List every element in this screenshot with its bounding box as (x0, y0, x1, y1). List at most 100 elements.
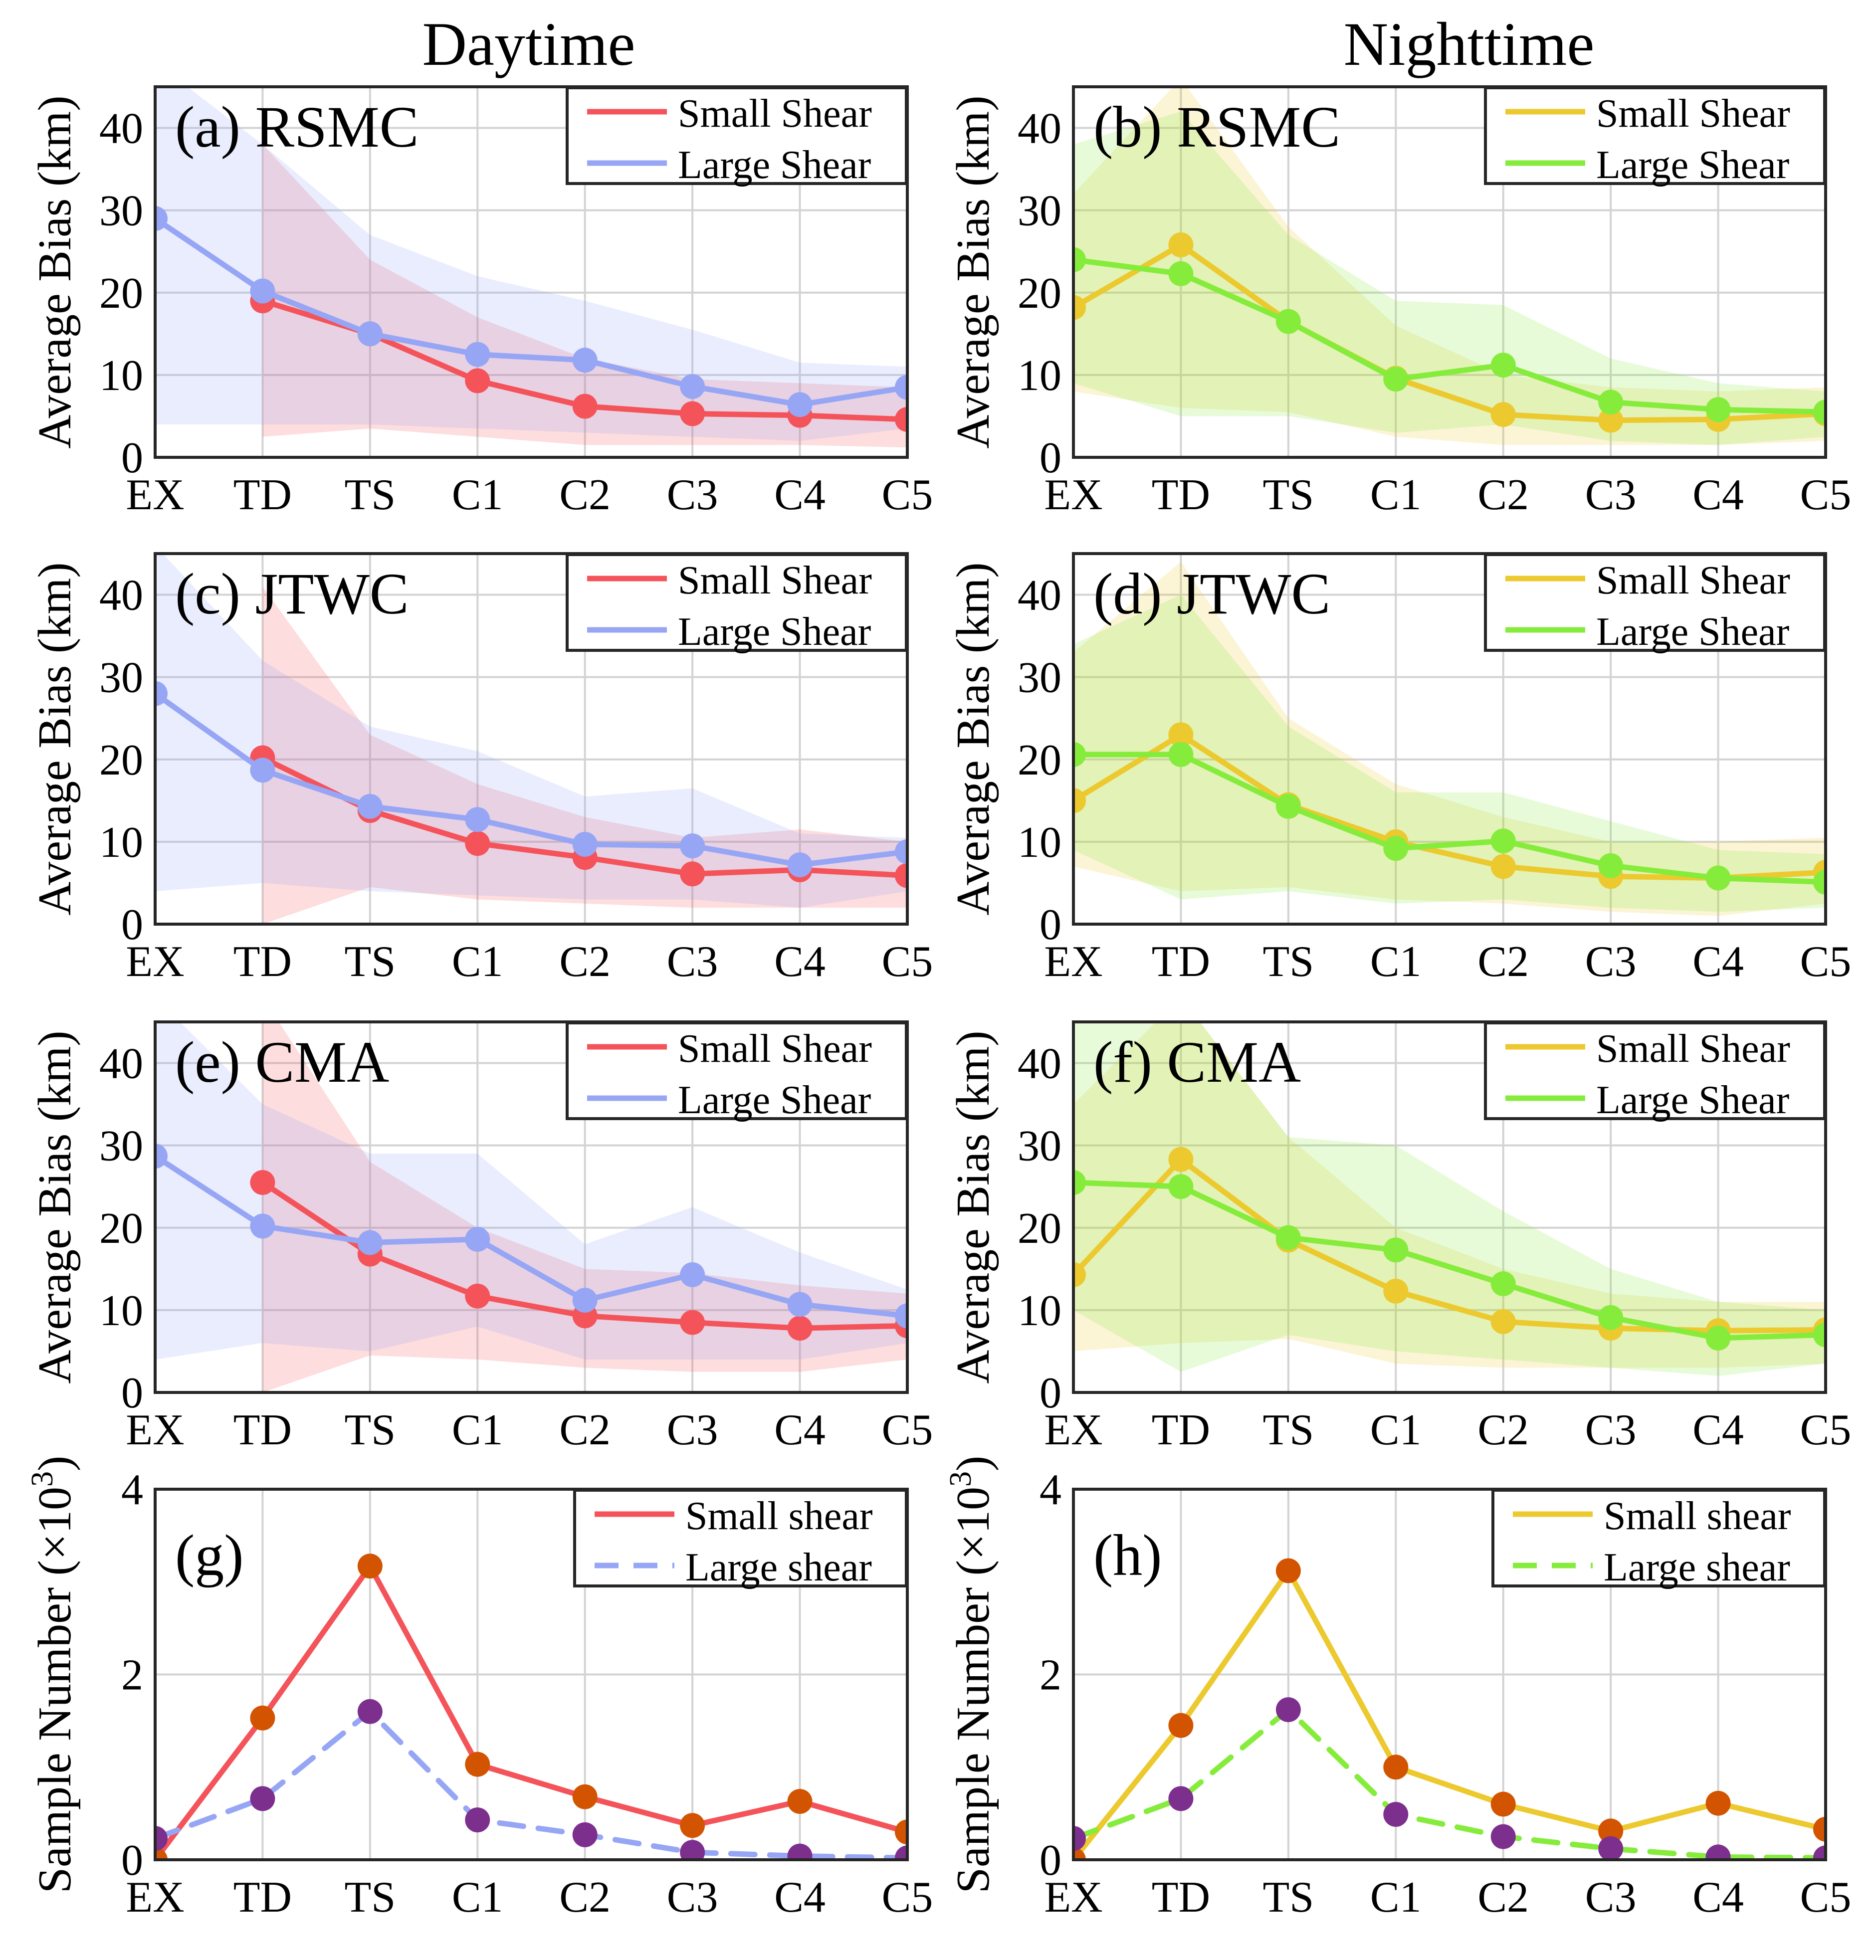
chart-g-xtick-C1: C1 (452, 1873, 503, 1922)
chart-e-xtick-C5: C5 (882, 1406, 933, 1454)
chart-e-title: (e) CMA (175, 1029, 389, 1095)
chart-f-xtick-C5: C5 (1800, 1406, 1852, 1454)
chart-b-ytick-30: 30 (1018, 187, 1061, 235)
chart-a-point-large-C2 (572, 348, 598, 373)
chart-b-band-large-shear (1073, 111, 1826, 445)
chart-e-ytick-40: 40 (99, 1040, 143, 1088)
chart-f-group: EX TD TS C1 C2 C3 C4 C5 0 10 20 30 40 Average Bias (k… (947, 1020, 1852, 1454)
chart-c-xtick-C3: C3 (667, 938, 718, 986)
chart-a-xtick-C1: C1 (452, 471, 503, 519)
chart-d-xtick-C3: C3 (1585, 938, 1637, 986)
chart-d-point-large-EX (1073, 742, 1086, 767)
chart-f-xtick-C4: C4 (1692, 1406, 1744, 1454)
chart-g-point-large-C2 (572, 1822, 598, 1847)
chart-a-group: EX TD TS C1 C2 C3 C4 C5 0 10 20 30 40 Average Bias (k… (29, 85, 933, 519)
chart-a-point-large-C3 (680, 374, 705, 399)
chart-a-legend-label-large-shear: Large Shear (678, 143, 871, 187)
chart-h-ytick-4: 4 (1040, 1466, 1061, 1514)
chart-g-point-small-C3 (680, 1813, 705, 1838)
chart-b-ytick-40: 40 (1018, 105, 1061, 153)
chart-f-point-large-C1 (1383, 1237, 1409, 1263)
chart-f-ytick-0: 0 (1040, 1369, 1061, 1417)
chart-d-ylabel: Average Bias (km) (947, 562, 999, 915)
chart-g-point-large-C3 (680, 1840, 705, 1860)
chart-a-point-large-TD (250, 278, 275, 304)
chart-e-xtick-EX: EX (126, 1406, 184, 1454)
chart-h-legend-label-large-shear: Large shear (1604, 1546, 1790, 1589)
chart-d-legend-label-large-shear: Large Shear (1596, 610, 1789, 654)
chart-h-plot-area (1073, 1558, 1826, 1860)
chart-b-point-large-TS (1275, 309, 1301, 334)
chart-c-xtick-TS: TS (345, 938, 396, 986)
chart-c-point-large-C2 (572, 831, 598, 857)
chart-b-group: EX TD TS C1 C2 C3 C4 C5 0 10 20 30 40 Average Bias (k… (947, 85, 1851, 519)
chart-h-xtick-C4: C4 (1692, 1873, 1744, 1922)
chart-d-point-large-C4 (1705, 865, 1731, 891)
chart-f-ytick-20: 20 (1018, 1204, 1061, 1253)
chart-d-ytick-0: 0 (1040, 901, 1061, 949)
chart-a-ytick-20: 20 (99, 269, 143, 318)
chart-e-point-large-EX (155, 1144, 168, 1169)
chart-e-point-small-TD (250, 1170, 275, 1195)
chart-g-ylabel-close: ) (29, 1456, 81, 1471)
chart-h-point-small-C3 (1598, 1818, 1624, 1844)
chart-h-point-large-EX (1073, 1826, 1086, 1851)
chart-h-title: (h) (1093, 1523, 1162, 1588)
chart-d-title: (d) JTWC (1093, 561, 1330, 626)
chart-f-legend-label-small-shear: Small Shear (1596, 1027, 1790, 1071)
chart-c-group: EX TD TS C1 C2 C3 C4 C5 0 10 20 30 40 Average Bias (k… (29, 552, 933, 986)
chart-c-point-small-C3 (680, 861, 705, 887)
chart-a-ytick-30: 30 (99, 187, 143, 235)
chart-a-point-large-C1 (465, 342, 490, 367)
chart-h-xtick-C3: C3 (1585, 1873, 1637, 1922)
chart-f-point-large-C4 (1705, 1326, 1731, 1351)
chart-f-axes-box (1072, 1020, 1827, 1394)
chart-d-point-small-C2 (1490, 854, 1516, 879)
chart-c-title: (c) JTWC (175, 561, 409, 626)
chart-b-point-small-C2 (1490, 402, 1516, 427)
chart-c-ytick-40: 40 (99, 572, 143, 620)
chart-d-point-large-C5 (1813, 869, 1826, 895)
chart-e-xtick-C4: C4 (774, 1406, 826, 1454)
chart-e-line-large-shear (155, 1153, 907, 1319)
chart-g-point-small-C5 (895, 1819, 907, 1845)
chart-a-xtick-C5: C5 (882, 471, 933, 519)
chart-b-xtick-TD: TD (1152, 471, 1210, 519)
chart-a-point-small-C3 (680, 401, 705, 426)
chart-b-band-small-shear (1073, 87, 1826, 445)
chart-a-band-large-shear (155, 87, 907, 441)
chart-a-band-small-shear (262, 144, 907, 448)
chart-b-plot-area (1073, 87, 1826, 445)
chart-c-plot-area (155, 554, 907, 924)
chart-e-point-small-C4 (787, 1316, 813, 1341)
chart-b-legend-label-small-shear: Small Shear (1596, 92, 1790, 136)
chart-d-legend-box (1484, 553, 1826, 652)
chart-g-legend-box (573, 1489, 908, 1587)
chart-c-ytick-10: 10 (99, 818, 143, 867)
chart-b-point-large-C4 (1705, 397, 1731, 422)
chart-f-ytick-30: 30 (1018, 1122, 1061, 1171)
chart-g-point-small-C1 (465, 1752, 490, 1777)
chart-e-plot-area (155, 1022, 907, 1392)
chart-b-point-large-C5 (1813, 399, 1826, 425)
chart-f-band-large-shear (1073, 1022, 1826, 1376)
chart-d-ytick-10: 10 (1018, 818, 1061, 867)
chart-f-point-large-EX (1073, 1170, 1086, 1195)
chart-d-point-large-TS (1275, 793, 1301, 819)
chart-c-ytick-0: 0 (121, 901, 143, 949)
chart-c-ylabel: Average Bias (km) (29, 562, 81, 915)
chart-c-point-large-C5 (895, 839, 907, 864)
chart-d-point-small-TD (1168, 722, 1194, 748)
chart-d-point-large-C2 (1490, 828, 1516, 854)
chart-a-point-small-C1 (465, 368, 490, 393)
chart-e-point-large-TD (250, 1213, 275, 1239)
chart-b-xtick-C4: C4 (1692, 471, 1744, 519)
chart-e-point-large-TS (357, 1230, 383, 1255)
chart-g-xtick-TD: TD (233, 1873, 292, 1922)
chart-h-xtick-TS: TS (1263, 1873, 1314, 1922)
chart-g-xtick-C5: C5 (882, 1873, 933, 1922)
chart-f-point-small-TD (1168, 1147, 1194, 1172)
chart-g-xtick-C3: C3 (667, 1873, 718, 1922)
chart-a-xtick-C3: C3 (667, 471, 718, 519)
chart-h-point-large-TS (1275, 1697, 1301, 1723)
